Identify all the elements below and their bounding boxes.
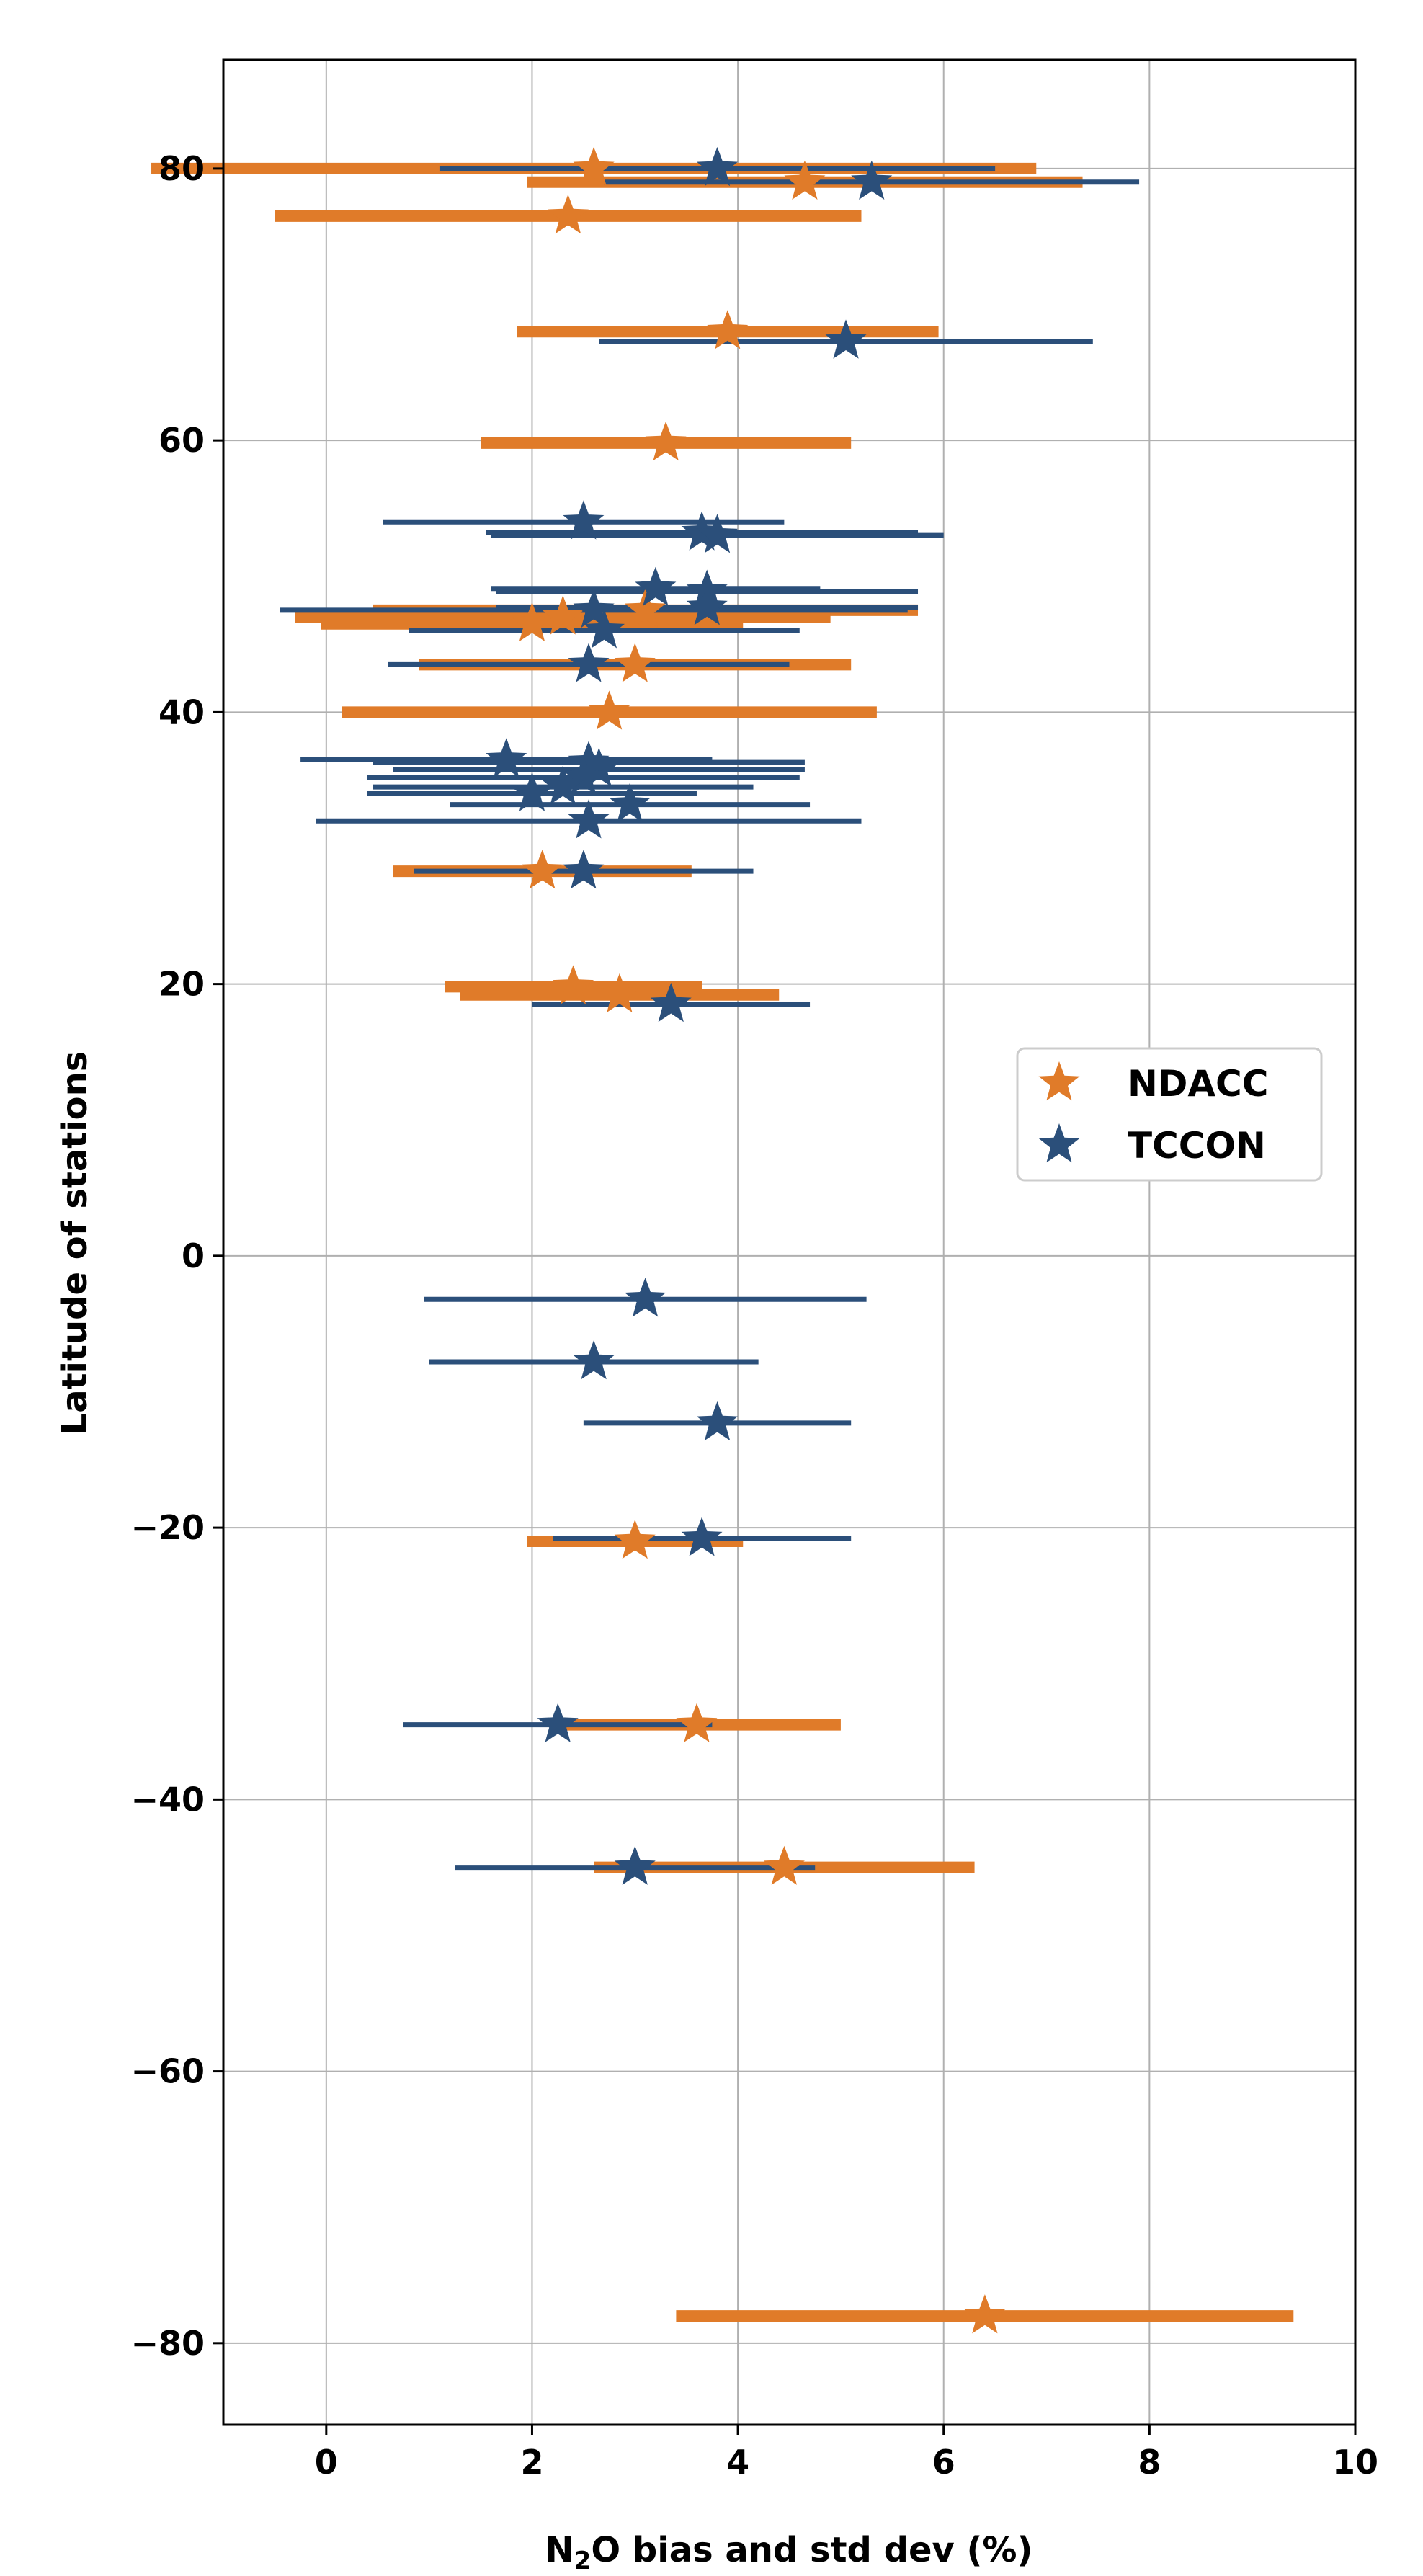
ndacc-star-marker: [784, 160, 826, 200]
tccon-star-marker: [542, 765, 584, 805]
legend-ndacc-marker: [1038, 1061, 1080, 1101]
ndacc-star-marker: [573, 146, 615, 187]
ndacc-star-marker: [625, 588, 666, 628]
tccon-star-marker: [697, 1401, 739, 1441]
ndacc-star-marker: [522, 850, 563, 889]
tccon-star-marker: [609, 783, 651, 822]
ndacc-star-marker: [763, 1845, 805, 1885]
ndacc-star-marker: [599, 973, 641, 1012]
tccon-star-marker: [578, 747, 620, 787]
tccon-star-marker: [537, 1703, 579, 1742]
tccon-star-marker: [568, 643, 610, 682]
y-tick-label: −80: [130, 2324, 205, 2363]
tccon-star-marker: [697, 146, 739, 187]
ndacc-star-marker: [589, 690, 630, 730]
x-tick-label: 2: [520, 2443, 543, 2482]
tccon-star-marker: [650, 982, 692, 1022]
ndacc-star-marker: [542, 595, 584, 635]
tccon-star-marker: [686, 586, 728, 625]
legend: NDACC TCCON: [1016, 1047, 1323, 1182]
ndacc-star-marker: [707, 310, 749, 349]
y-tick-label: 0: [182, 1236, 205, 1275]
ndacc-star-marker: [645, 421, 687, 461]
y-tick-label: 60: [159, 421, 205, 460]
tccon-star-marker: [697, 514, 739, 553]
ndacc-star-marker: [547, 194, 589, 234]
tccon-star-marker: [486, 738, 527, 777]
legend-tccon-label: TCCON: [1128, 1125, 1266, 1167]
legend-tccon-marker: [1038, 1123, 1080, 1163]
ndacc-star-marker: [553, 965, 594, 1004]
tccon-star-marker: [511, 772, 553, 811]
x-axis-ticks: 0 2 4 6 8 10: [315, 2425, 1378, 2482]
legend-entries: NDACC TCCON: [1038, 1061, 1268, 1167]
tccon-star-marker: [568, 741, 610, 780]
tccon-star-marker: [825, 319, 867, 359]
x-tick-label: 0: [315, 2443, 338, 2482]
tccon-star-marker: [573, 1340, 615, 1380]
x-tick-label: 10: [1332, 2443, 1378, 2482]
x-tick-label: 6: [932, 2443, 955, 2482]
y-tick-label: 80: [159, 149, 205, 188]
legend-ndacc-label: NDACC: [1128, 1063, 1268, 1105]
plot-frame: [222, 58, 1357, 2426]
x-tick-label: 4: [726, 2443, 749, 2482]
y-tick-label: −40: [130, 1780, 205, 1819]
ndacc-star-marker: [964, 2294, 1006, 2334]
y-tick-label: 20: [159, 965, 205, 1004]
y-tick-label: −20: [130, 1508, 205, 1547]
y-axis-label: Latitude of stations: [55, 1051, 95, 1435]
tccon-star-marker: [563, 500, 605, 540]
y-axis-ticks: −80 −60 −40 −20 0 20 40 60 80: [130, 149, 223, 2363]
tccon-star-marker: [583, 609, 625, 649]
ndacc-markers: [511, 146, 1006, 2334]
tccon-markers: [486, 146, 893, 1885]
y-tick-label: 40: [159, 692, 205, 731]
tccon-star-marker: [614, 1845, 656, 1885]
tccon-star-marker: [563, 755, 605, 795]
x-tick-label: 8: [1138, 2443, 1161, 2482]
ndacc-star-marker: [614, 643, 656, 682]
ndacc-star-marker: [511, 602, 553, 641]
tccon-star-marker: [625, 1278, 666, 1317]
y-tick-label: −60: [130, 2052, 205, 2091]
tccon-star-marker: [568, 799, 610, 839]
ndacc-star-marker: [614, 1520, 656, 1559]
x-axis-label: N2O bias and std dev (%): [545, 2530, 1033, 2575]
tccon-star-marker: [681, 1517, 723, 1556]
tccon-star-marker: [563, 850, 605, 889]
ndacc-star-marker: [676, 1703, 718, 1742]
tccon-star-marker: [851, 160, 893, 200]
legend-box: [1016, 1047, 1323, 1182]
tccon-star-marker: [573, 588, 615, 628]
tccon-star-marker: [635, 566, 677, 606]
